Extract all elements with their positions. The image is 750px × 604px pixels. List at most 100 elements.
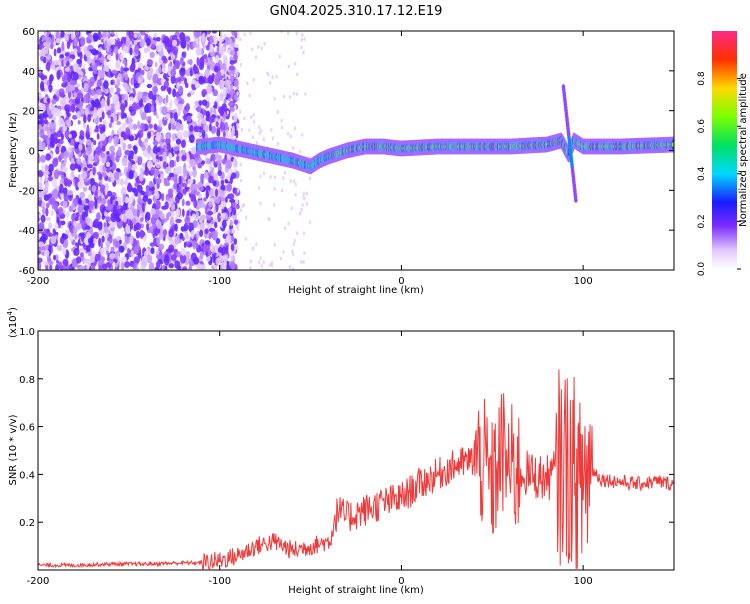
heatmap-cell: [271, 136, 275, 141]
heatmap-cell: [106, 267, 110, 270]
heatmap-cell: [230, 254, 236, 262]
heatmap-cell: [224, 121, 229, 131]
heatmap-cell: [75, 45, 81, 55]
chart-title: GN04.2025.310.17.12.E19: [270, 4, 443, 19]
heatmap-cell: [97, 221, 103, 231]
heatmap-cell: [118, 94, 123, 103]
heatmap-cell: [118, 245, 125, 253]
heatmap-cell: [305, 191, 309, 196]
heatmap-cell: [208, 116, 215, 124]
heatmap-cell: [112, 94, 117, 105]
heatmap-cell: [50, 104, 55, 115]
heatmap-cell: [230, 111, 233, 116]
heatmap-cell: [203, 197, 207, 202]
colorbar-tick-label: 0.6: [697, 119, 707, 134]
heatmap-cell: [292, 242, 296, 247]
heatmap-cell: [72, 114, 78, 120]
heatmap-cell: [273, 96, 276, 101]
heatmap-cell: [99, 116, 103, 123]
snr-y-tick-label: 1.0: [19, 327, 35, 338]
heatmap-cell: [105, 161, 111, 168]
heatmap-cell: [130, 250, 135, 258]
heatmap-cell: [89, 254, 96, 264]
heatmap-cell: [72, 130, 77, 139]
heatmap-cell: [76, 157, 82, 165]
heatmap-cell: [251, 135, 255, 140]
heatmap-cell: [114, 252, 119, 260]
heatmap-cell: [100, 197, 107, 205]
heatmap-cell: [91, 48, 97, 56]
heatmap-cell: [204, 240, 211, 246]
heatmap-cell: [243, 32, 246, 37]
heatmap-cell: [273, 186, 276, 191]
heatmap-cell: [141, 202, 145, 213]
heatmap-cell: [48, 260, 54, 266]
heatmap-cell: [168, 228, 174, 238]
heatmap-cell: [140, 111, 147, 121]
heatmap-cell: [217, 156, 223, 166]
heatmap-cell: [182, 168, 188, 177]
heatmap-cell: [214, 195, 221, 205]
heatmap-cell: [204, 228, 209, 235]
heatmap-cell: [176, 191, 183, 200]
heatmap-cell: [671, 142, 674, 147]
snr-series-line: [38, 369, 674, 570]
heatmap-cell: [211, 31, 218, 34]
heatmap-cell: [102, 31, 107, 38]
heatmap-cell: [101, 157, 107, 164]
heatmap-cell: [43, 228, 47, 234]
heatmap-cell: [98, 69, 105, 79]
heatmap-cell: [71, 258, 77, 269]
heatmap-cell: [58, 206, 64, 216]
heatmap-x-tick-label: -100: [208, 276, 231, 287]
heatmap-cell: [154, 61, 158, 68]
heatmap-cell: [272, 202, 276, 207]
heatmap-cell: [227, 75, 231, 80]
heatmap-cell: [120, 205, 124, 213]
heatmap-cell: [108, 122, 112, 128]
heatmap-cell: [221, 212, 226, 219]
heatmap-cell: [175, 208, 181, 217]
heatmap-cell: [61, 74, 68, 83]
heatmap-cell: [293, 238, 296, 243]
heatmap-cell: [202, 244, 209, 253]
heatmap-cell: [86, 164, 93, 169]
heatmap-cell: [561, 84, 566, 90]
heatmap-cell: [232, 53, 238, 61]
heatmap-cell: [99, 178, 103, 186]
heatmap-cell: [55, 259, 59, 264]
heatmap-cell: [212, 231, 218, 241]
heatmap-cell: [184, 231, 189, 240]
heatmap-cell: [85, 225, 91, 230]
snr-y-axis-label: SNR (10 * v/v): [8, 414, 19, 485]
heatmap-cell: [117, 146, 122, 156]
heatmap-cell: [58, 117, 65, 128]
heatmap-cell: [178, 152, 183, 158]
heatmap-cell: [294, 182, 297, 187]
heatmap-cell: [101, 145, 106, 152]
heatmap-cell: [219, 74, 223, 81]
heatmap-cell: [86, 55, 92, 65]
heatmap-cell: [56, 244, 63, 252]
snr-y-ticks: 0.2 0.4 0.6 0.8 1.0: [19, 327, 674, 529]
heatmap-cell: [110, 31, 115, 36]
heatmap-cell: [122, 192, 126, 203]
heatmap-cell: [89, 81, 94, 87]
heatmap-x-tick-label: 0: [398, 276, 404, 287]
heatmap-cell: [92, 231, 99, 240]
heatmap-cell: [93, 140, 97, 146]
heatmap-cell: [168, 172, 175, 178]
heatmap-cell: [222, 74, 226, 79]
heatmap-cell: [283, 170, 287, 175]
heatmap-cell: [64, 67, 71, 72]
heatmap-cell: [239, 109, 242, 114]
snr-x-tick-label: 0: [398, 576, 404, 587]
heatmap-cell: [122, 142, 127, 151]
heatmap-cell: [155, 154, 160, 160]
heatmap-cell: [276, 110, 279, 115]
heatmap-cell: [38, 72, 43, 77]
heatmap-y-tick-label: 20: [22, 107, 35, 118]
heatmap-cell: [143, 47, 148, 54]
heatmap-cell: [94, 190, 98, 197]
heatmap-cell: [46, 105, 50, 116]
